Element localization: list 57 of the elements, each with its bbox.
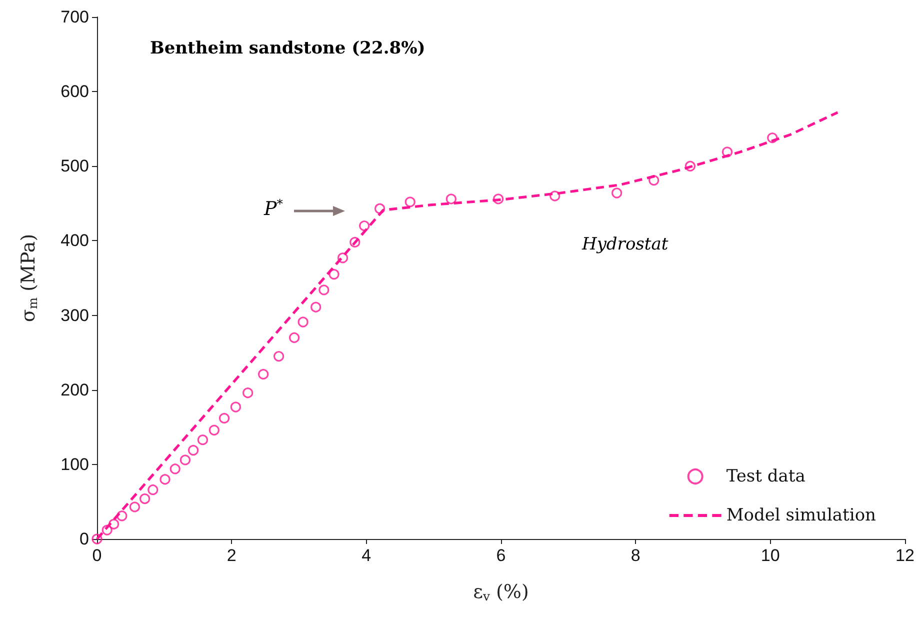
x-tick-label: 8	[630, 546, 640, 565]
point	[722, 146, 733, 158]
point	[92, 534, 102, 544]
point	[446, 194, 456, 204]
point	[230, 402, 242, 412]
point	[102, 524, 112, 536]
point	[242, 388, 254, 398]
y-tick-label: 200	[60, 380, 89, 400]
point	[648, 175, 660, 186]
point	[328, 268, 340, 280]
point	[208, 424, 220, 436]
x-tick-label: 6	[496, 546, 506, 565]
point	[350, 236, 360, 248]
point	[288, 332, 300, 343]
point	[684, 160, 696, 172]
point	[359, 220, 370, 232]
point	[129, 502, 140, 512]
point	[188, 444, 199, 456]
y-tick-label: 600	[60, 82, 89, 102]
annotation: P*	[263, 197, 283, 220]
point	[310, 302, 322, 312]
annotation: Bentheim sandstone (22.8%)	[150, 38, 426, 58]
point	[274, 351, 284, 362]
x-tick-label: 2	[226, 546, 236, 565]
y-tick-label: 100	[60, 454, 89, 474]
point	[116, 510, 128, 522]
x-tick-label: 10	[760, 546, 780, 565]
point	[197, 434, 208, 446]
point	[140, 493, 150, 504]
point	[493, 194, 504, 204]
point	[318, 284, 330, 296]
point	[374, 203, 386, 214]
x-tick-label: 0	[92, 546, 102, 565]
point	[108, 518, 120, 530]
point	[170, 464, 180, 474]
y-axis-title: σm (MPa)	[17, 234, 40, 322]
point	[612, 188, 622, 198]
legend-label: Test data	[726, 466, 806, 486]
point	[258, 368, 269, 380]
x-tick-label: 4	[362, 546, 372, 565]
point	[767, 132, 778, 144]
y-tick-label: 300	[60, 306, 89, 325]
point	[180, 454, 191, 466]
y-tick-label: 700	[60, 8, 89, 26]
point	[218, 412, 230, 424]
y-tick-label: 500	[60, 156, 89, 176]
point	[160, 474, 170, 485]
point	[148, 484, 158, 496]
point	[337, 252, 348, 264]
legend-label: Model simulation	[726, 506, 876, 526]
annotation: Hydrostat	[581, 234, 668, 254]
x-tick-label: 12	[896, 546, 914, 565]
point	[550, 190, 560, 202]
point	[298, 316, 308, 328]
y-tick-label: 0	[80, 530, 89, 548]
point	[404, 196, 416, 208]
y-tick-label: 400	[60, 231, 89, 250]
